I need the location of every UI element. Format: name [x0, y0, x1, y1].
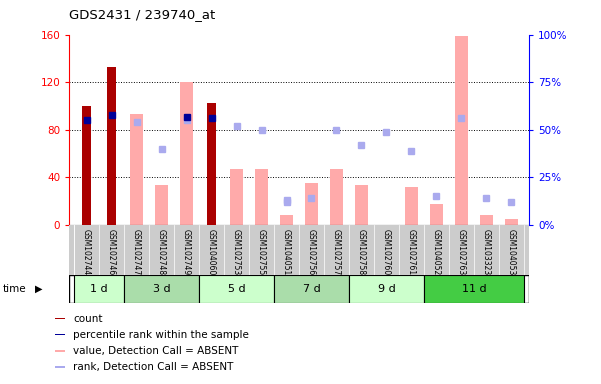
- Bar: [430, 204, 443, 225]
- Bar: [124, 275, 199, 303]
- Bar: [199, 275, 274, 303]
- Text: count: count: [73, 314, 102, 324]
- Bar: [330, 169, 343, 225]
- Text: ▶: ▶: [35, 284, 42, 294]
- Text: 9 d: 9 d: [377, 284, 395, 294]
- Bar: [274, 275, 349, 303]
- Bar: [155, 185, 168, 225]
- Text: 5 d: 5 d: [228, 284, 245, 294]
- Text: 1 d: 1 d: [90, 284, 108, 294]
- Text: GSM102760: GSM102760: [382, 228, 391, 275]
- Bar: [74, 275, 124, 303]
- Bar: [180, 82, 193, 225]
- Text: GSM102763: GSM102763: [457, 228, 466, 275]
- Bar: [55, 366, 64, 368]
- Text: rank, Detection Call = ABSENT: rank, Detection Call = ABSENT: [73, 362, 233, 372]
- Text: GSM102748: GSM102748: [157, 228, 166, 275]
- Bar: [82, 106, 91, 225]
- Text: GSM104053: GSM104053: [507, 228, 516, 275]
- Text: GSM102755: GSM102755: [257, 228, 266, 275]
- Bar: [405, 187, 418, 225]
- Text: GSM102761: GSM102761: [407, 228, 416, 275]
- Text: GSM104060: GSM104060: [207, 228, 216, 275]
- Text: GSM102749: GSM102749: [182, 228, 191, 275]
- Text: GSM102746: GSM102746: [107, 228, 116, 275]
- Text: GSM102744: GSM102744: [82, 228, 91, 275]
- Bar: [349, 275, 424, 303]
- Text: GSM104052: GSM104052: [432, 228, 441, 275]
- Bar: [130, 114, 143, 225]
- Bar: [280, 215, 293, 225]
- Text: GSM104051: GSM104051: [282, 228, 291, 275]
- Bar: [505, 219, 517, 225]
- Text: 7 d: 7 d: [303, 284, 320, 294]
- Bar: [55, 318, 64, 319]
- Text: GSM103323: GSM103323: [482, 228, 491, 275]
- Bar: [424, 275, 524, 303]
- Text: GSM102753: GSM102753: [232, 228, 241, 275]
- Bar: [55, 334, 64, 336]
- Bar: [107, 67, 116, 225]
- Text: GSM102758: GSM102758: [357, 228, 366, 275]
- Bar: [355, 185, 368, 225]
- Bar: [305, 183, 318, 225]
- Bar: [230, 169, 243, 225]
- Bar: [480, 215, 493, 225]
- Text: GSM102756: GSM102756: [307, 228, 316, 275]
- Text: percentile rank within the sample: percentile rank within the sample: [73, 330, 249, 340]
- Bar: [455, 36, 468, 225]
- Bar: [207, 103, 216, 225]
- Text: GSM102757: GSM102757: [332, 228, 341, 275]
- Text: GSM102747: GSM102747: [132, 228, 141, 275]
- Text: time: time: [3, 284, 26, 294]
- Text: 3 d: 3 d: [153, 284, 170, 294]
- Text: value, Detection Call = ABSENT: value, Detection Call = ABSENT: [73, 346, 239, 356]
- Bar: [255, 169, 268, 225]
- Text: 11 d: 11 d: [462, 284, 486, 294]
- Bar: [55, 350, 64, 352]
- Text: GDS2431 / 239740_at: GDS2431 / 239740_at: [69, 8, 215, 21]
